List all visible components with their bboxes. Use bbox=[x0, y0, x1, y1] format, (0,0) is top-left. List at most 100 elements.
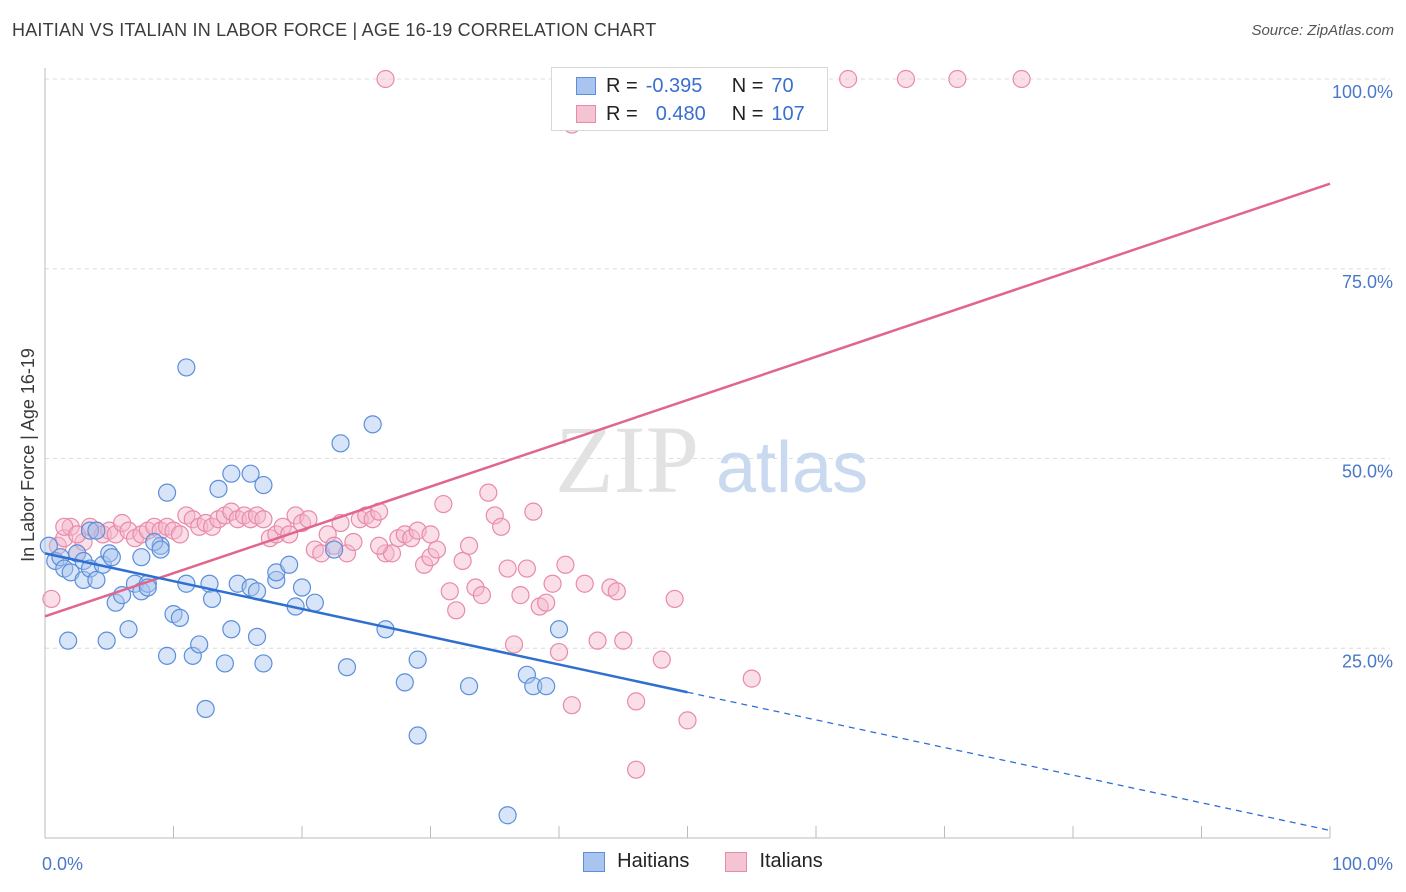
italians-point bbox=[517, 559, 536, 578]
haitians-point bbox=[549, 620, 569, 639]
haitians-point bbox=[498, 806, 517, 825]
haitians-point bbox=[325, 540, 344, 559]
watermark-zip: ZIP bbox=[555, 406, 699, 513]
italians-point bbox=[61, 517, 80, 536]
grid-lines bbox=[45, 78, 1390, 649]
haitians-trend-extension bbox=[687, 691, 1331, 832]
haitians-point bbox=[87, 570, 106, 590]
italians-points bbox=[42, 69, 1031, 779]
italians-point bbox=[839, 69, 858, 89]
haitians-point bbox=[267, 570, 286, 590]
haitians-point bbox=[537, 677, 556, 696]
italians-point bbox=[414, 555, 434, 574]
legend-item-italians[interactable]: Italians bbox=[725, 850, 823, 873]
chart-title: HAITIAN VS ITALIAN IN LABOR FORCE | AGE … bbox=[12, 20, 657, 40]
haitians-point bbox=[222, 620, 241, 639]
italians-point bbox=[421, 525, 440, 544]
legend-r-label: R = bbox=[606, 74, 638, 97]
italians-point bbox=[524, 502, 543, 521]
italians-point bbox=[614, 631, 633, 650]
haitians-point bbox=[408, 650, 427, 669]
italians-point bbox=[498, 559, 517, 578]
italians-point bbox=[440, 582, 459, 601]
y-tick-label: 75.0% bbox=[1342, 272, 1393, 292]
italians-point bbox=[112, 513, 132, 533]
italians-point bbox=[948, 69, 967, 89]
haitians-points bbox=[39, 358, 569, 825]
haitians-point bbox=[215, 654, 234, 673]
legend-n-label: N = bbox=[731, 74, 764, 97]
italians-point bbox=[344, 532, 363, 552]
haitians-point bbox=[254, 654, 273, 673]
source-label: Source: ZipAtlas.com bbox=[1251, 22, 1394, 39]
haitians-point bbox=[80, 521, 100, 540]
haitians-point bbox=[305, 593, 324, 612]
series-legend: Haitians Italians bbox=[0, 850, 1406, 873]
haitians-point bbox=[459, 677, 479, 696]
y-axis-label: In Labor Force | Age 16-19 bbox=[18, 348, 38, 562]
italians-point bbox=[543, 574, 562, 593]
italians-point bbox=[363, 510, 382, 529]
haitians-point bbox=[202, 589, 222, 609]
italians-point bbox=[421, 548, 440, 567]
italians-point bbox=[575, 574, 594, 593]
italians-point bbox=[318, 525, 337, 544]
italians-point bbox=[170, 525, 190, 544]
haitians-point bbox=[68, 544, 87, 563]
x-tick-labels: 0.0% 100.0% bbox=[42, 854, 1393, 874]
x-tick-label: 0.0% bbox=[42, 854, 83, 874]
italians-point bbox=[466, 578, 485, 597]
italians-point bbox=[549, 642, 569, 662]
italians-point bbox=[556, 555, 575, 574]
italians-point bbox=[453, 551, 472, 571]
haitians-point bbox=[59, 631, 78, 650]
haitians-point bbox=[177, 358, 196, 377]
legend-swatch-haitians bbox=[583, 851, 606, 872]
italians-point bbox=[562, 696, 581, 715]
legend-r-value-italians: 0.480 bbox=[655, 102, 706, 125]
y-tick-labels: 25.0% 50.0% 75.0% 100.0% bbox=[1332, 82, 1393, 671]
legend-label-italians: Italians bbox=[759, 850, 823, 872]
haitians-point bbox=[254, 475, 273, 495]
italians-point bbox=[447, 601, 466, 620]
legend-n-label: N = bbox=[731, 102, 764, 125]
haitians-point bbox=[87, 521, 106, 540]
italians-point bbox=[1012, 69, 1031, 89]
haitians-point bbox=[331, 434, 350, 453]
haitians-point bbox=[408, 726, 427, 745]
italians-point bbox=[254, 510, 273, 529]
italians-point bbox=[376, 544, 395, 563]
correlation-legend: R = -0.395 N = 70 R = 0.480 N = 107 bbox=[551, 67, 828, 131]
legend-r-label: R = bbox=[606, 102, 638, 125]
haitians-point bbox=[97, 631, 116, 650]
italians-point bbox=[74, 532, 93, 552]
haitians-point bbox=[241, 464, 260, 483]
x-tick-label: 100.0% bbox=[1332, 854, 1393, 874]
haitians-point bbox=[145, 532, 164, 552]
legend-n-value-italians: 107 bbox=[771, 102, 805, 125]
italians-point bbox=[434, 494, 453, 514]
y-tick-label: 25.0% bbox=[1342, 651, 1393, 671]
y-tick-label: 100.0% bbox=[1332, 82, 1393, 102]
italians-point bbox=[742, 669, 761, 688]
haitians-point bbox=[222, 464, 241, 483]
haitians-point bbox=[247, 627, 267, 646]
legend-item-haitians[interactable]: Haitians bbox=[583, 850, 689, 873]
legend-swatch-italians bbox=[725, 851, 748, 872]
haitians-point bbox=[170, 608, 190, 627]
haitians-point bbox=[337, 658, 357, 677]
italians-point bbox=[504, 635, 524, 654]
haitians-point bbox=[395, 673, 414, 692]
haitians-point bbox=[363, 415, 382, 434]
haitians-point bbox=[132, 548, 151, 567]
haitians-point bbox=[157, 646, 177, 665]
italians-point bbox=[485, 506, 504, 525]
italians-point bbox=[665, 589, 684, 609]
italians-point bbox=[626, 692, 646, 711]
haitians-point bbox=[151, 540, 170, 559]
italians-point bbox=[370, 536, 389, 555]
italians-point bbox=[588, 631, 607, 650]
italians-point bbox=[511, 586, 530, 605]
haitians-point bbox=[74, 570, 93, 590]
